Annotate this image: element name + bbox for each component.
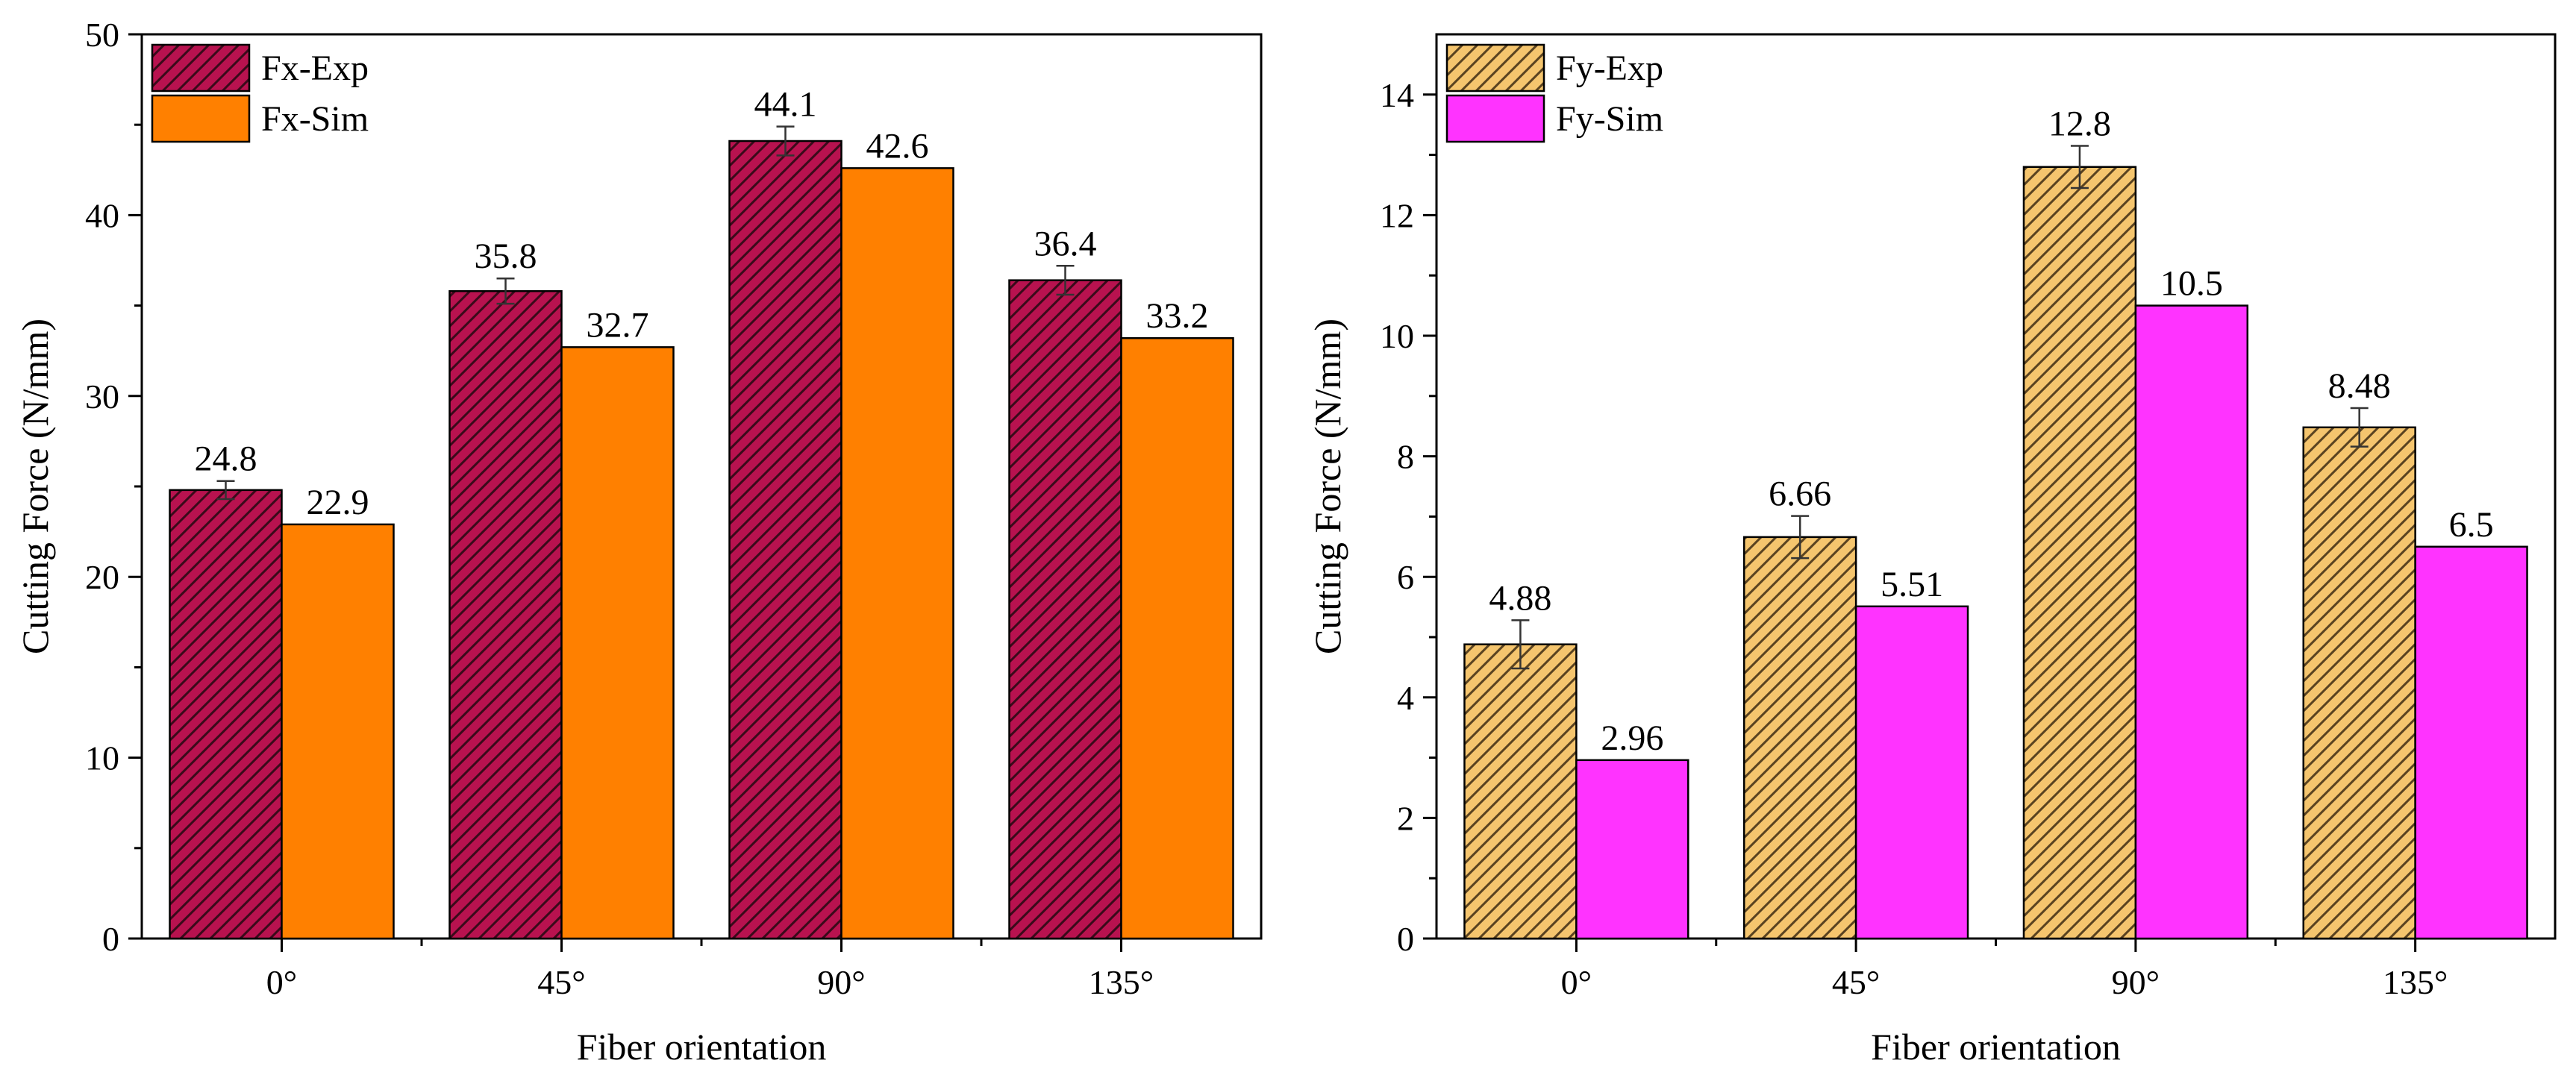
data-label: 35.8	[475, 236, 537, 276]
data-label: 2.96	[1601, 718, 1663, 758]
x-tick-label: 135°	[2383, 963, 2448, 1001]
bar-fy-exp	[2302, 426, 2416, 940]
bar-fx-sim	[840, 167, 954, 940]
x-tick-label: 0°	[266, 963, 297, 1001]
y-axis-title: Cutting Force (N/mm)	[1307, 319, 1348, 654]
x-tick-label: 0°	[1561, 963, 1592, 1001]
legend-label: Fx-Exp	[261, 48, 369, 88]
data-label: 6.66	[1769, 474, 1831, 514]
y-tick-label: 14	[1380, 76, 1414, 114]
bar-fy-sim	[2414, 545, 2528, 940]
y-tick-label: 12	[1380, 196, 1414, 234]
x-tick-label: 45°	[537, 963, 585, 1001]
bar-fy-sim	[1575, 759, 1689, 940]
bar-fx-sim	[281, 523, 395, 940]
x-tick-label: 90°	[2112, 963, 2160, 1001]
bar-fx-exp	[728, 140, 842, 940]
y-tick-label: 0	[1397, 920, 1414, 958]
x-tick-label: 135°	[1089, 963, 1154, 1001]
legend-swatch	[151, 43, 251, 93]
bar-fy-exp	[1463, 643, 1578, 940]
legend-label: Fy-Exp	[1556, 48, 1663, 88]
bar-fy-sim	[2134, 304, 2249, 940]
data-label: 5.51	[1881, 565, 1943, 604]
data-label: 24.8	[195, 439, 257, 479]
data-label: 12.8	[2048, 104, 2111, 143]
data-label: 10.5	[2160, 264, 2223, 304]
data-label: 44.1	[754, 85, 817, 125]
bar-fy-exp	[2022, 166, 2137, 940]
bar-fx-exp	[1008, 279, 1122, 940]
y-tick-label: 40	[85, 196, 119, 234]
bar-fy-sim	[1854, 605, 1969, 940]
y-tick-label: 8	[1397, 438, 1414, 476]
bar-fx-sim	[560, 346, 675, 940]
legend-swatch	[1445, 94, 1545, 143]
data-label: 6.5	[2449, 505, 2494, 545]
y-axis-title: Cutting Force (N/mm)	[14, 319, 56, 654]
legend-swatch	[1445, 43, 1545, 93]
data-label: 42.6	[866, 126, 929, 166]
y-tick-label: 30	[85, 377, 119, 416]
chart-panel-fx: 0 10 20 30 40 50 0° 45° 90° 135° 24.8 35.8 44.1 36.4 2…	[14, 16, 1263, 1068]
data-label: 32.7	[587, 305, 649, 345]
y-tick-label: 20	[85, 558, 119, 596]
bar-fy-exp	[1742, 536, 1857, 940]
x-axis-title: Fiber orientation	[1871, 1026, 2121, 1068]
data-label: 4.88	[1489, 578, 1551, 618]
bar-fx-exp	[169, 489, 283, 940]
x-tick-label: 45°	[1832, 963, 1880, 1001]
y-tick-label: 2	[1397, 799, 1414, 837]
data-label: 36.4	[1034, 224, 1097, 263]
y-tick-label: 0	[102, 920, 119, 958]
legend-label: Fx-Sim	[261, 99, 369, 139]
data-label: 33.2	[1146, 296, 1209, 336]
data-label: 8.48	[2328, 366, 2391, 406]
x-tick-label: 90°	[817, 963, 865, 1001]
y-tick-label: 10	[1380, 317, 1414, 355]
legend-swatch	[151, 94, 251, 143]
data-label: 22.9	[307, 483, 369, 522]
chart-panel-fy: 0 2 4 6 8 10 12 14 0° 45° 90° 135° 4.88 6.66 12.8 8.48 2…	[1307, 33, 2557, 1068]
y-tick-label: 50	[85, 16, 119, 54]
x-axis-title: Fiber orientation	[577, 1026, 827, 1068]
bar-fx-sim	[1120, 336, 1234, 940]
y-tick-label: 10	[85, 739, 119, 777]
y-tick-label: 4	[1397, 679, 1414, 717]
legend-label: Fy-Sim	[1556, 99, 1663, 139]
y-tick-label: 6	[1397, 558, 1414, 596]
bar-fx-exp	[448, 289, 563, 940]
